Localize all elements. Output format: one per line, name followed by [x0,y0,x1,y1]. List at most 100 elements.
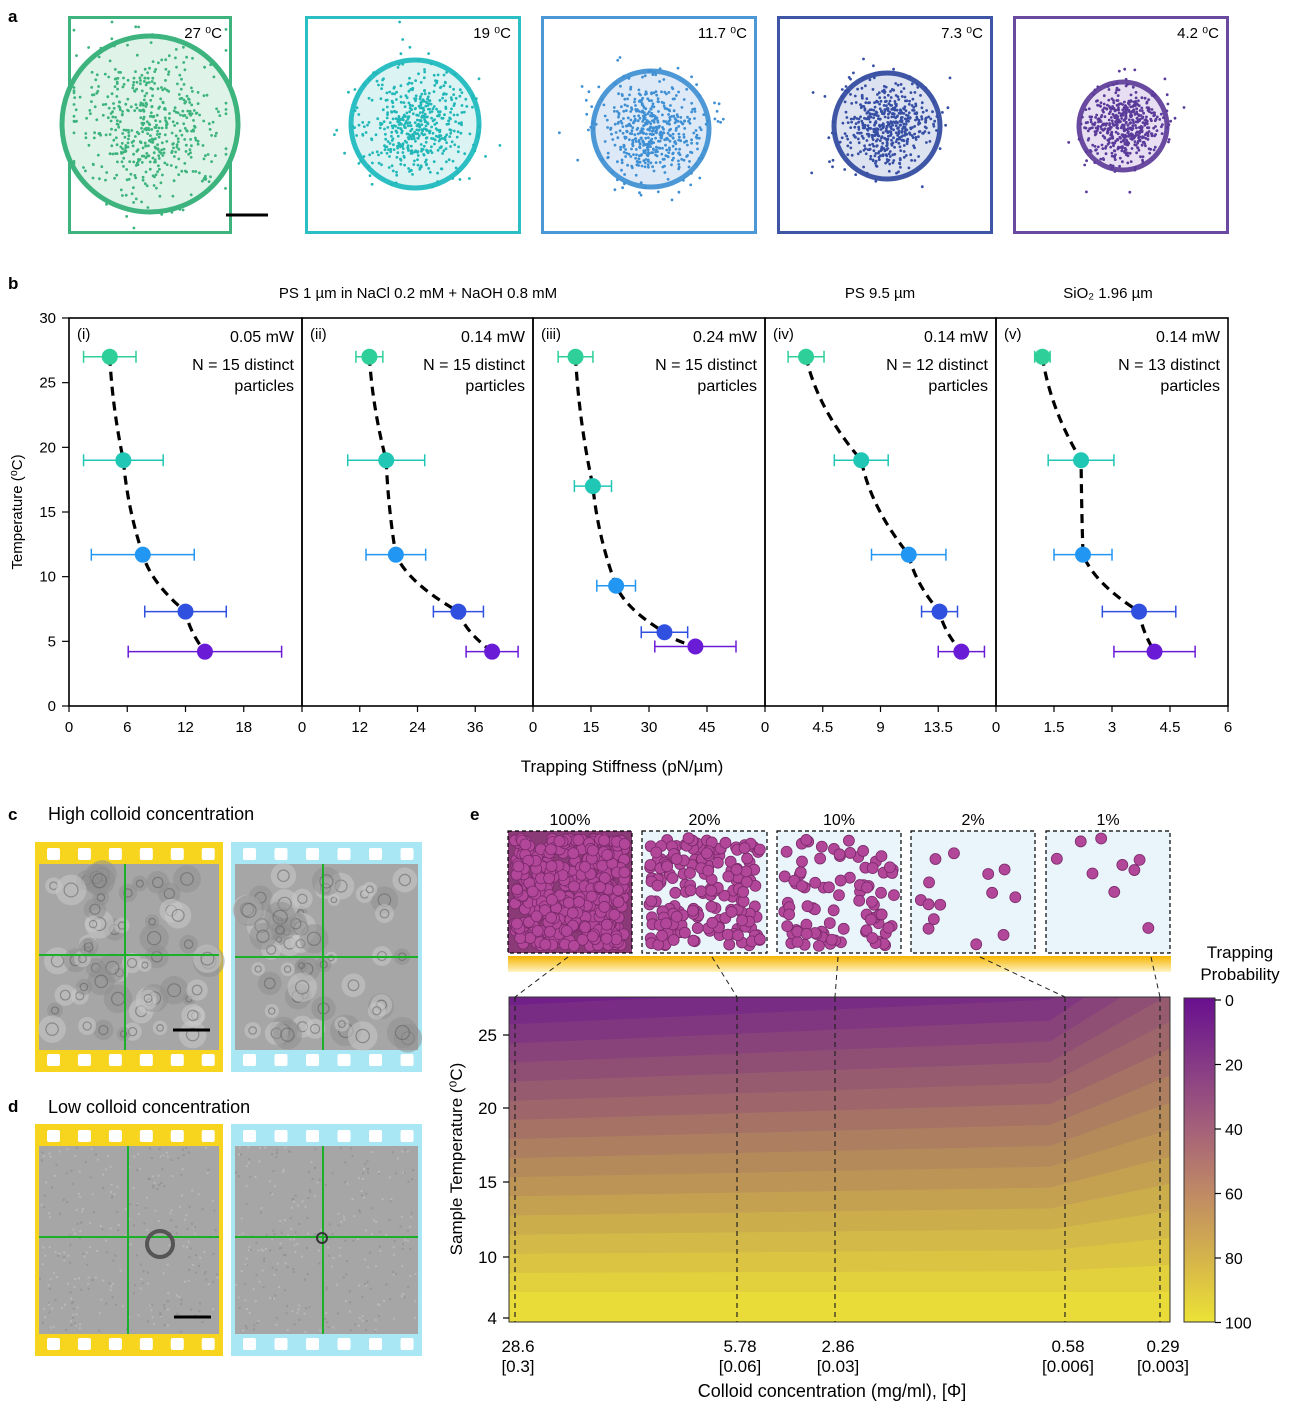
particle-positions [72,20,228,230]
subpanel-tag: (ii) [310,326,327,343]
b-x-tick: 0 [992,719,1000,736]
colorbar-tick: 100 [1225,1316,1252,1333]
e-y-tick: 10 [478,1248,497,1267]
b-x-tick: 4.5 [1160,719,1181,736]
data-point [1073,452,1090,469]
laser-power: 0.14 mW [461,329,526,346]
trap-box-4: 7.3 ⁰C [777,16,993,234]
film-strip-low-untrapped [231,1124,422,1356]
data-point [608,577,625,594]
b-y-tick: 15 [39,504,56,521]
group-title-ps1: PS 1 µm in NaCl 0.2 mM + NaOH 0.8 mM [279,285,557,302]
data-point [177,603,194,620]
fit-curve [108,356,207,653]
particle-positions [1067,67,1186,194]
particle-positions [333,20,502,189]
colorbar-tick: 20 [1225,1058,1243,1075]
b-x-tick: 1.5 [1044,719,1065,736]
e-y-tick: 25 [478,1026,497,1045]
e-y-tick: 20 [478,1099,497,1118]
data-point [484,643,501,660]
concentration-label: 100% [550,812,591,829]
colorbar-tick: 80 [1225,1251,1243,1268]
temperature-label: 19 ⁰C [473,25,511,42]
particle-count: N = 15 distinct [423,357,525,374]
colorbar-tick: 60 [1225,1187,1243,1204]
trap-box-1: 27 ⁰C [59,16,268,234]
b-x-tick: 45 [699,719,716,736]
particle-count-unit: particles [465,378,525,395]
e-y-tick: 15 [478,1173,497,1192]
data-point [378,452,395,469]
temperature-label: 27 ⁰C [184,25,222,42]
b-x-tick: 0 [65,719,73,736]
trapped-particle [145,1229,175,1259]
b-x-tick: 0 [529,719,537,736]
trap-box-5: 4.2 ⁰C [1013,16,1229,234]
concentration-box-5: 1% [1045,812,1171,954]
b-x-tick: 0 [298,719,306,736]
laser-power: 0.05 mW [230,329,295,346]
group-title-sio2: SiO₂ 1.96 µm [1063,285,1153,302]
particle-count-unit: particles [928,378,988,395]
temperature-label: 4.2 ⁰C [1177,25,1219,42]
concentration-box-1: 100% [507,812,633,954]
e-x-tick-phi: [0.006] [1042,1357,1094,1376]
colloid-particles [509,832,631,952]
concentration-box-3: 10% [776,812,902,954]
particle-count: N = 13 distinct [1118,357,1220,374]
data-point [450,603,467,620]
particle-count-unit: particles [1160,378,1220,395]
microscope-texture [39,1146,219,1333]
subpanel-tag: (i) [77,326,90,343]
data-point [567,348,584,365]
b-x-tick: 18 [235,719,252,736]
b-y-label: Temperature (⁰C) [9,454,26,569]
data-point [387,546,404,563]
concentration-label: 1% [1096,812,1119,829]
concentration-box-4: 2% [910,812,1036,954]
panel-d-title: Low colloid concentration [48,1097,250,1117]
b-x-tick: 3 [1108,719,1116,736]
trapped-particle [316,1232,328,1244]
e-x-tick-phi: [0.06] [719,1357,762,1376]
stiffness-subpanel-1: 0 6 12 18 (i) 0.05 mW N = 15 distinct particles [65,317,303,736]
laser-power: 0.14 mW [1156,329,1221,346]
fit-curve [367,356,494,653]
panel-letter-b: b [8,274,18,293]
film-strip-high-untrapped [231,842,423,1072]
b-x-tick: 12 [351,719,368,736]
particle-count: N = 12 distinct [886,357,988,374]
data-point [361,348,378,365]
data-point [584,478,601,495]
e-y-label: Sample Temperature (⁰C) [447,1063,466,1256]
subpanel-tag: (v) [1004,326,1022,343]
data-point [1034,348,1051,365]
b-x-tick: 6 [123,719,131,736]
microscope-texture [235,1146,417,1334]
laser-power: 0.24 mW [693,329,758,346]
b-x-tick: 6 [1224,719,1232,736]
subpanel-tag: (iv) [773,326,794,343]
b-y-tick: 5 [48,633,56,650]
data-point [196,643,213,660]
e-x-tick-value: 28.6 [501,1337,534,1356]
colloid-particles [643,832,766,952]
group-title-ps95: PS 9.5 µm [845,285,915,302]
subpanel-tag: (iii) [541,326,561,343]
data-point [115,452,132,469]
panel-letter-d: d [8,1097,18,1116]
b-x-tick: 36 [467,719,484,736]
data-point [900,546,917,563]
data-point [687,638,704,655]
colorbar [1183,997,1216,1323]
concentration-box-2: 20% [641,812,768,954]
b-y-tick: 0 [48,698,56,715]
e-x-tick-value: 5.78 [723,1337,756,1356]
trapping-probability-heatmap [509,997,1170,1322]
data-point [798,348,815,365]
e-x-label: Colloid concentration (mg/ml), [Φ] [698,1381,966,1401]
colorbar-tick: 40 [1225,1122,1243,1139]
b-y-tick: 25 [39,375,56,392]
data-point [931,603,948,620]
